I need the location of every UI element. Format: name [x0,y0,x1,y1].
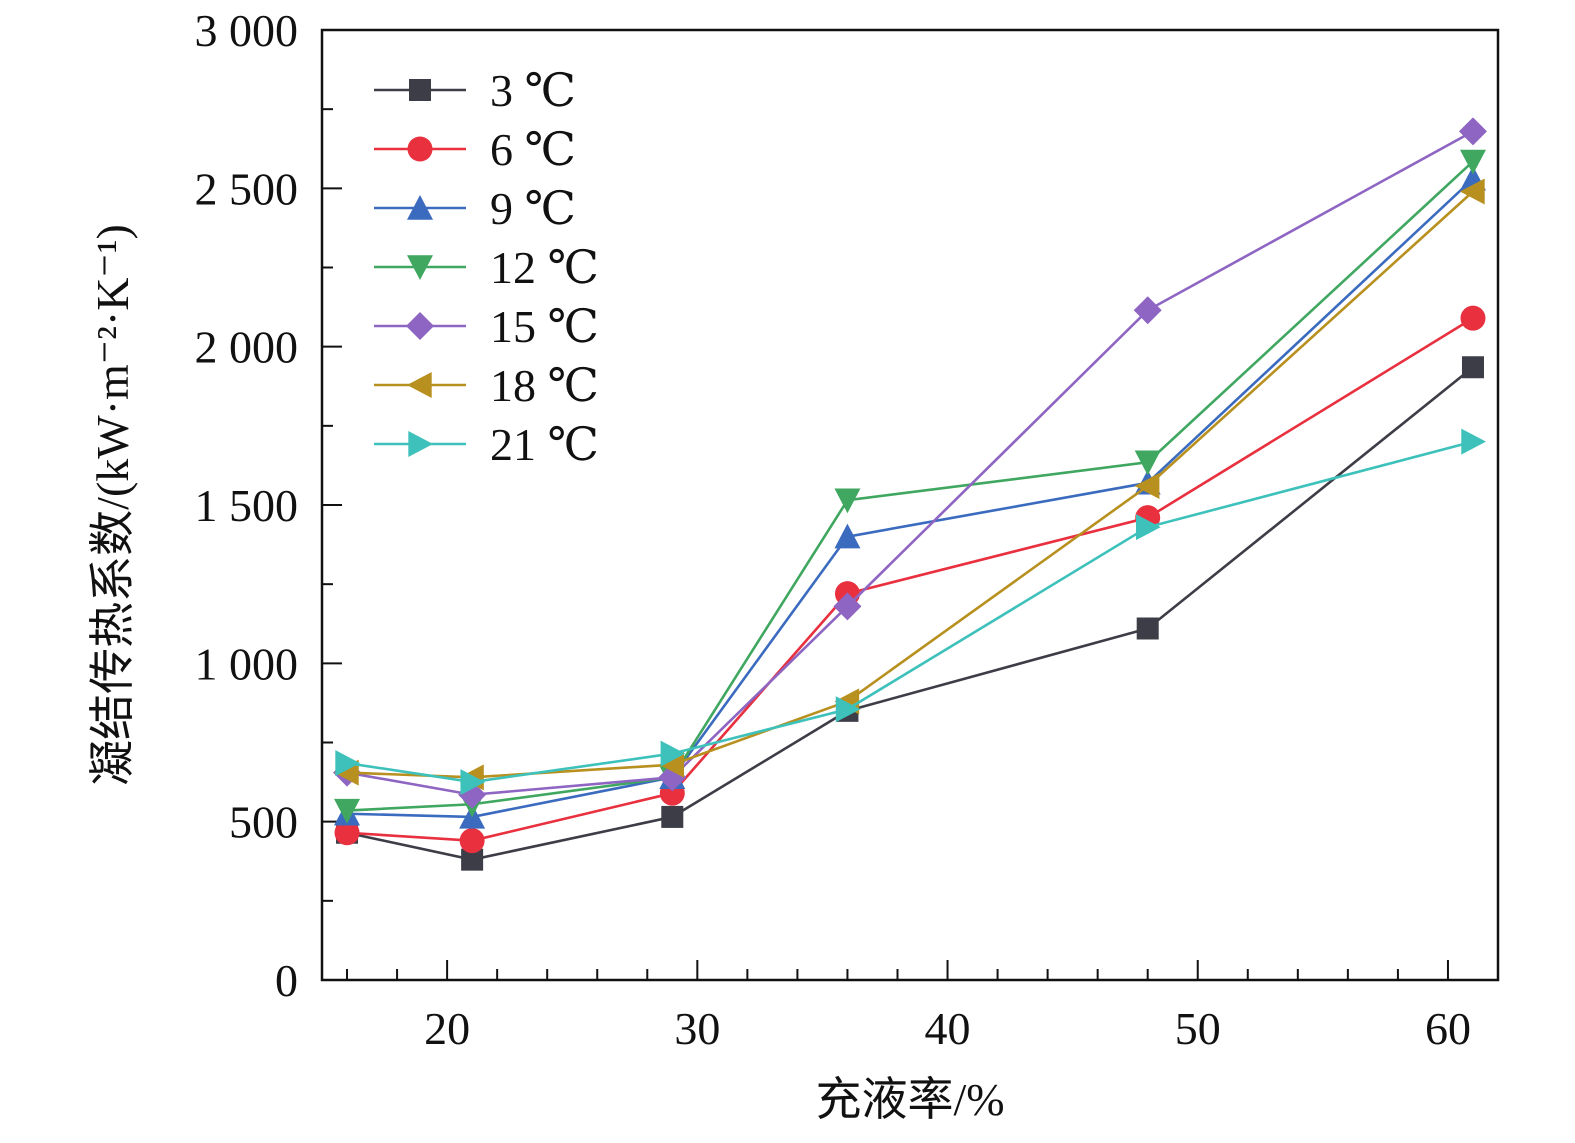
series-group [333,117,1487,871]
y-axis-title: 凝结传热系数/(kW·m⁻²·K⁻¹) [87,224,138,786]
legend-marker [407,255,433,280]
x-tick-label: 40 [925,1003,971,1054]
data-point [835,696,861,723]
x-tick-label: 60 [1425,1003,1471,1054]
y-tick-label: 3 000 [195,5,299,56]
data-point [1134,450,1161,476]
legend-item: 3 ℃ [374,65,576,116]
x-tick-label: 20 [424,1003,470,1054]
y-tick-label: 1 500 [195,480,299,531]
legend-item: 9 ℃ [374,183,576,234]
data-point [459,828,485,854]
data-point [1460,305,1486,331]
legend-item: 15 ℃ [374,301,599,352]
series-line [346,130,1474,797]
data-point [1461,356,1484,379]
data-point [1461,428,1486,455]
legend-label: 9 ℃ [490,183,576,234]
legend-marker [406,312,434,340]
data-point [460,769,486,796]
legend-label: 3 ℃ [490,65,576,116]
legend-label: 21 ℃ [490,419,599,470]
data-point [659,751,684,778]
legend-item: 6 ℃ [374,124,576,175]
data-point [834,523,861,549]
y-tick-label: 2 000 [195,322,299,373]
data-point [334,820,360,846]
data-point [834,488,861,514]
data-point [660,740,686,767]
series-line [346,440,1474,784]
legend: 3 ℃ 6 ℃ 9 ℃ 12 ℃ 15 ℃ 18 ℃ 21 ℃ [374,65,599,470]
legend-marker [407,372,432,398]
x-axis-title: 充液率/% [815,1074,1004,1125]
data-point [1134,473,1160,499]
legend-item: 12 ℃ [374,242,599,293]
x-tick-label: 30 [674,1003,720,1054]
data-point [1458,117,1487,146]
series-7 [335,428,1486,796]
data-point [833,592,862,621]
legend-label: 12 ℃ [490,242,599,293]
data-point [1459,178,1485,205]
data-point [661,805,684,828]
legend-label: 18 ℃ [490,360,599,411]
data-point [1136,617,1159,640]
y-tick-label: 1 000 [195,638,299,689]
series-line [346,366,1474,861]
x-tick-label: 50 [1175,1003,1221,1054]
series-line [346,160,1474,812]
legend-marker [407,136,433,162]
axes: 20 30 40 50 60 0 500 1 000 1 500 2 000 2 500 3 000 [195,5,1500,1054]
series-line [346,177,1474,819]
data-point [1136,514,1161,541]
legend-marker [408,431,433,457]
data-point [461,848,484,871]
legend-item: 21 ℃ [374,419,599,470]
data-point [1459,149,1486,175]
series-6 [334,178,1485,791]
legend-marker [407,195,433,220]
legend-marker [409,79,431,101]
legend-label: 6 ℃ [490,124,576,175]
data-point [334,798,361,824]
legend-label: 15 ℃ [490,301,599,352]
legend-item: 18 ℃ [374,360,599,411]
data-point [1133,296,1162,325]
series-line [346,190,1474,779]
y-tick-label: 500 [229,797,298,848]
y-tick-label: 2 500 [195,163,299,214]
y-tick-label: 0 [275,955,298,1006]
data-point [335,750,361,777]
